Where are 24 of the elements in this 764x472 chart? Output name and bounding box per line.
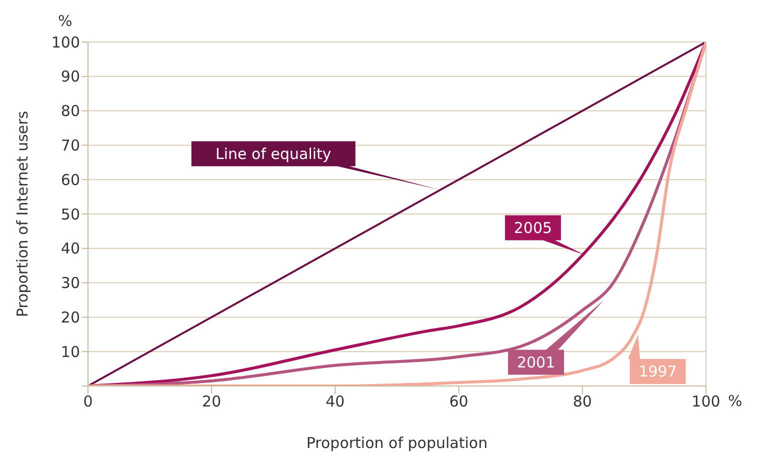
x-tick-label: 0 xyxy=(83,392,93,411)
y-tick-label: 20 xyxy=(60,308,80,327)
x-tick-label: 20 xyxy=(202,392,222,411)
x-tick-label: 60 xyxy=(449,392,468,411)
y-tick-label: 70 xyxy=(60,136,80,155)
y-tick-label: 100 xyxy=(51,33,80,52)
series-label: 2001 xyxy=(516,353,556,372)
x-tick-label: 80 xyxy=(572,392,592,411)
series-label: 1997 xyxy=(638,362,677,381)
y-axis-title: Proportion of Internet users xyxy=(13,110,32,318)
text: 2005 xyxy=(514,218,552,237)
y-tick-label: 90 xyxy=(60,68,80,86)
y-tick-label: 50 xyxy=(60,205,80,224)
y-tick-label: 40 xyxy=(60,240,80,258)
x-tick-label: 100 xyxy=(692,392,720,411)
y-tick-label: 10 xyxy=(60,342,80,361)
text: % xyxy=(58,12,72,30)
text: Line of equality xyxy=(216,144,332,163)
y-tick-label: 30 xyxy=(60,274,80,292)
y-tick-label: 80 xyxy=(60,102,80,120)
y-tick-label: 60 xyxy=(60,170,80,189)
x-axis-title: Proportion of population xyxy=(306,434,488,452)
text: % xyxy=(728,392,742,410)
x-tick-label: 40 xyxy=(326,392,345,411)
